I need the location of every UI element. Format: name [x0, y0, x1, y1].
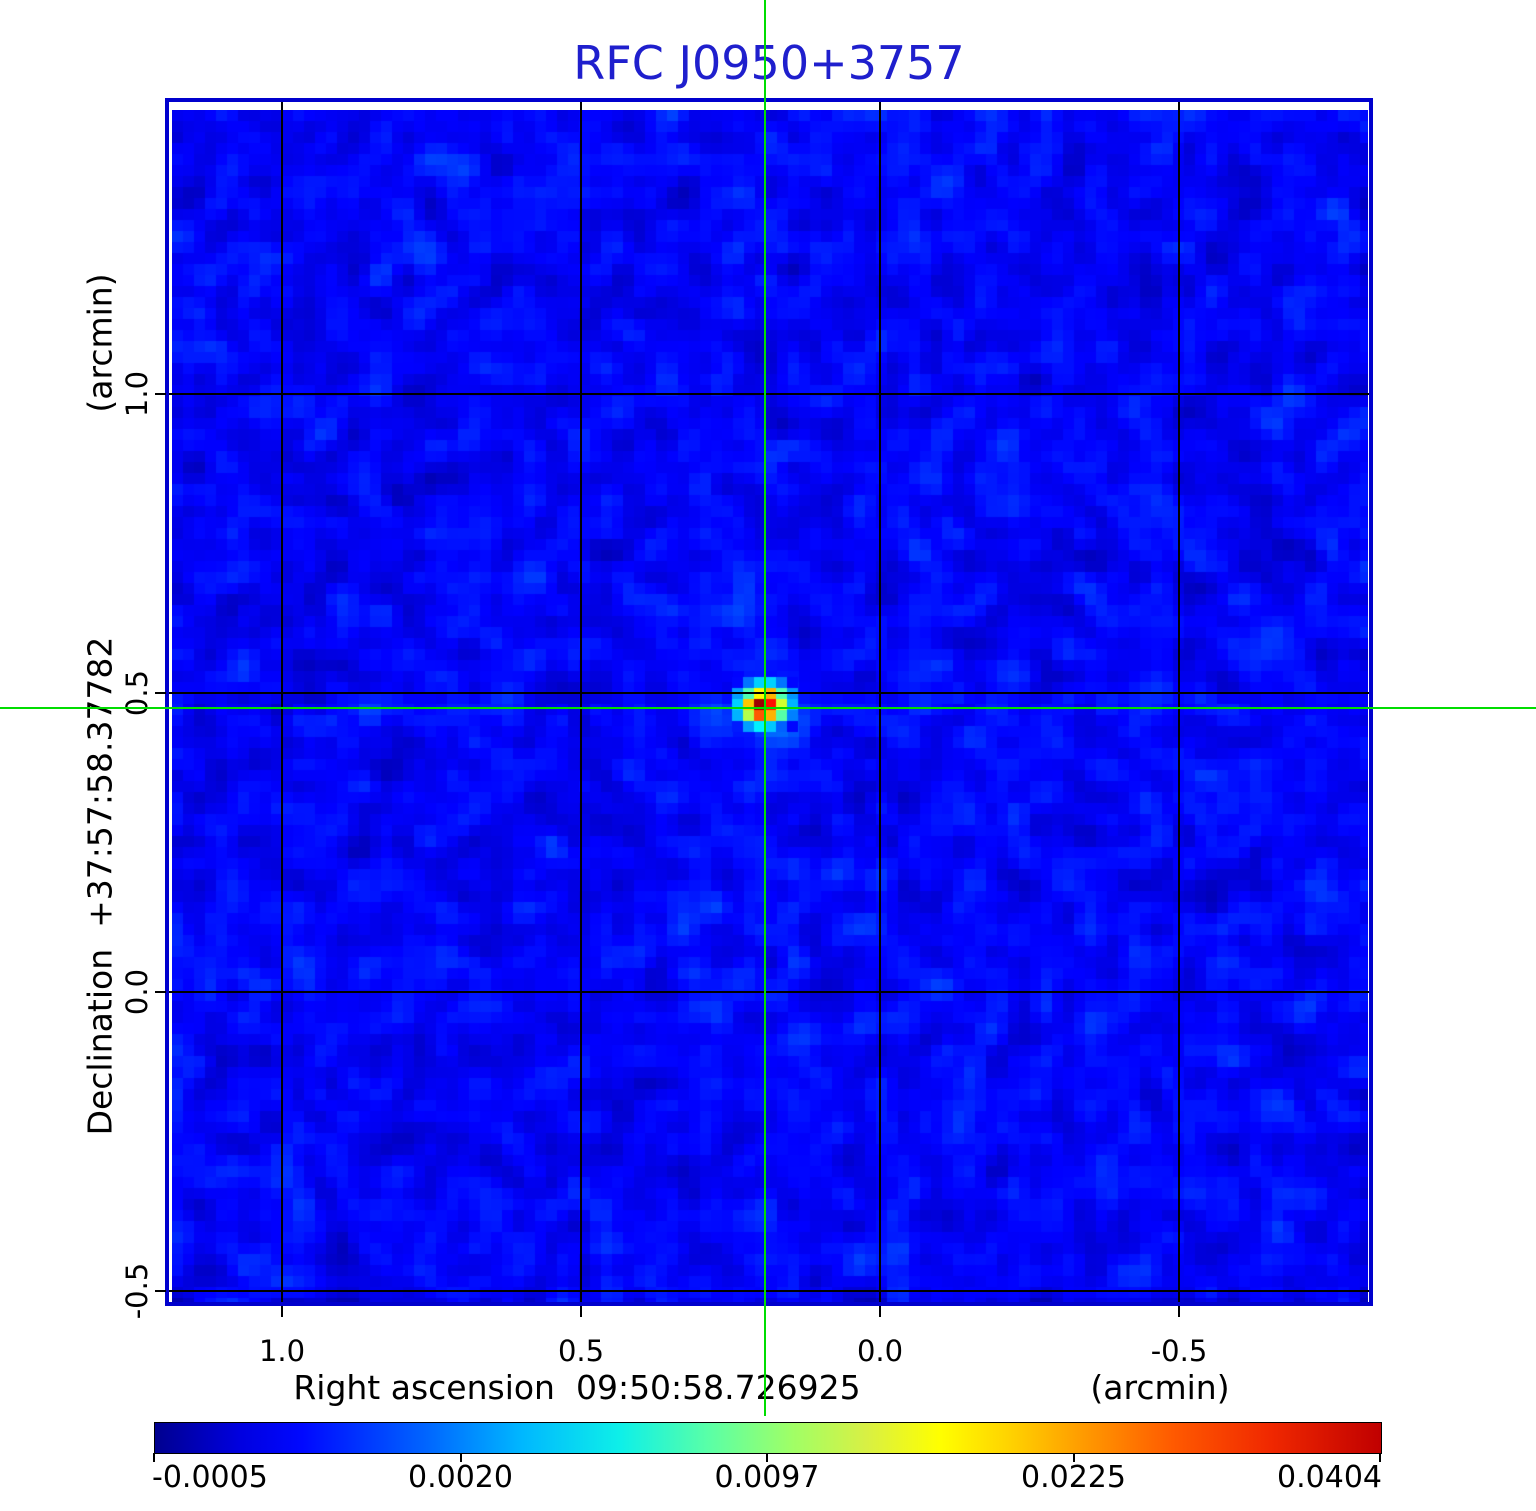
x-axis-tick-mark: [1178, 1306, 1180, 1317]
crosshair-horizontal-line: [0, 706, 1536, 709]
colorbar-tick-mark: [1379, 1453, 1381, 1462]
radio-image-canvas: [172, 110, 1368, 1302]
y-tick-label: -0.5: [120, 1262, 154, 1320]
colorbar-gradient: [154, 1422, 1382, 1454]
grid-line-horizontal: [169, 393, 1369, 395]
x-axis-tick-mark: [281, 1306, 283, 1317]
colorbar-tick-label: -0.0005: [152, 1460, 268, 1495]
grid-line-vertical: [281, 102, 283, 1302]
y-tick-label: 0.0: [120, 968, 154, 1016]
y-axis-tick-mark: [155, 1290, 166, 1292]
x-tick-label: 0.5: [557, 1334, 605, 1368]
colorbar-tick-mark: [766, 1453, 768, 1462]
y-tick-label: 0.5: [120, 669, 154, 717]
y-axis-tick-mark: [155, 692, 166, 694]
y-axis-tick-mark: [155, 393, 166, 395]
colorbar-tick-label: 0.0097: [714, 1460, 820, 1495]
grid-line-vertical: [1178, 102, 1180, 1302]
x-axis-title: Right ascension 09:50:58.726925: [293, 1368, 861, 1407]
colorbar-tick-mark: [459, 1453, 462, 1462]
grid-line-horizontal: [169, 1290, 1369, 1292]
x-axis-tick-mark: [580, 1306, 582, 1317]
colorbar-tick-label: 0.0225: [1021, 1460, 1126, 1495]
y-tick-label: 1.0: [120, 370, 154, 418]
x-axis-tick-mark: [879, 1306, 881, 1317]
x-tick-label: 0.0: [856, 1334, 904, 1368]
x-tick-label: 1.0: [258, 1334, 306, 1368]
colorbar-tick-mark: [1072, 1453, 1075, 1462]
colorbar-tick-label: 0.0020: [408, 1460, 513, 1495]
grid-line-vertical: [580, 102, 582, 1302]
figure-title: RFC J0950+3757: [573, 36, 965, 90]
y-axis-title: Declination +37:57:58.37782: [80, 636, 120, 1136]
x-axis-unit: (arcmin): [1090, 1368, 1230, 1407]
y-axis-tick-mark: [155, 991, 166, 993]
colorbar-tick-mark: [153, 1453, 155, 1462]
grid-line-vertical: [879, 102, 881, 1302]
y-axis-unit: (arcmin): [80, 273, 120, 413]
colorbar-tick-label: 0.0404: [1277, 1460, 1382, 1495]
grid-line-horizontal: [169, 692, 1369, 694]
x-tick-label: -0.5: [1150, 1334, 1208, 1368]
grid-line-horizontal: [169, 991, 1369, 993]
